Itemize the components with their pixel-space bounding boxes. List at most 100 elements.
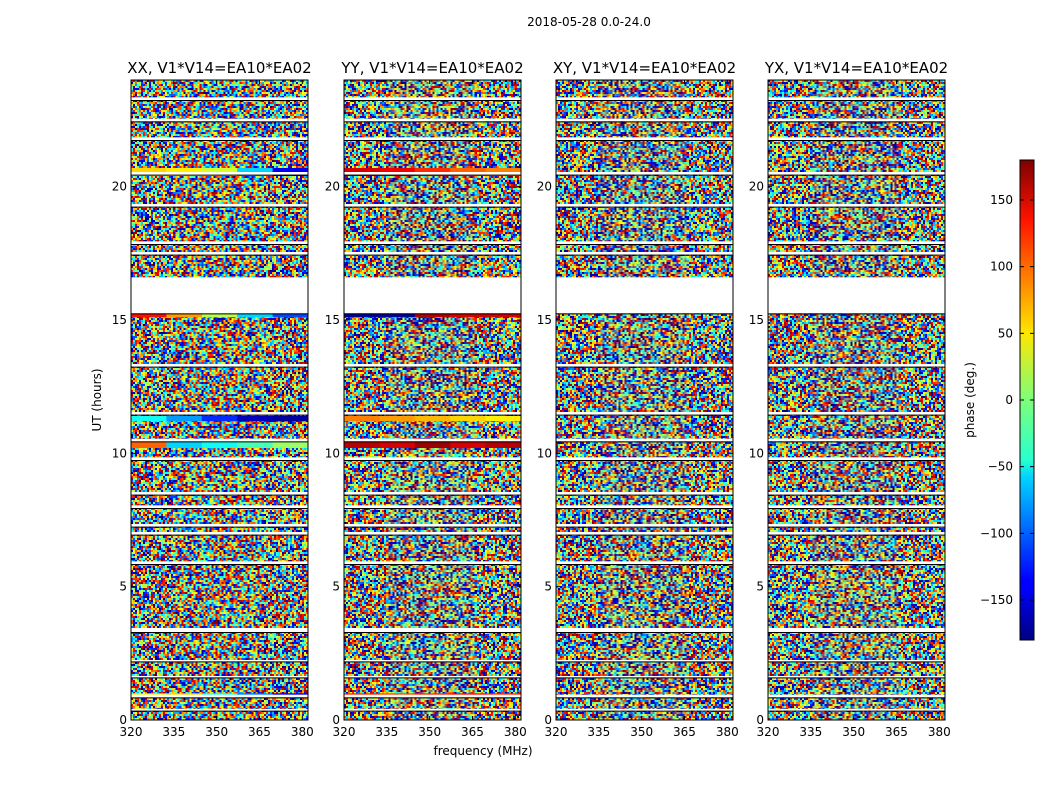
flagged-row: [768, 438, 945, 442]
panel-2: YY, V1*V14=EA10*EA02 320 335 350 365 380 0 5 10 1…: [325, 59, 527, 739]
y-tick-label: 20: [749, 180, 764, 194]
flagged-row: [344, 97, 521, 100]
flagged-row: [344, 438, 521, 442]
panel-title: XX, V1*V14=EA10*EA02: [127, 59, 311, 77]
y-tick-label: 5: [332, 580, 340, 594]
x-tick-label: 335: [375, 725, 398, 739]
flagged-row: [768, 241, 945, 244]
flagged-row: [556, 364, 733, 367]
flagged-row: [344, 118, 521, 122]
flagged-row: [131, 204, 308, 207]
flagged-row: [556, 628, 733, 632]
coherent-band-segment: [485, 416, 522, 422]
flagged-row: [556, 660, 733, 662]
x-tick-label: 350: [630, 725, 653, 739]
y-tick-label: 5: [119, 580, 127, 594]
colorbar-tick-label: 100: [990, 260, 1013, 274]
flagged-row: [556, 708, 733, 711]
flagged-row: [768, 492, 945, 495]
flagged-row: [131, 524, 308, 527]
x-tick-label: 380: [928, 725, 951, 739]
flagged-row: [556, 118, 733, 122]
phase-heatmap: [556, 80, 733, 720]
coherent-band-segment: [450, 416, 487, 422]
coherent-band-segment: [379, 440, 416, 448]
flagged-row: [556, 241, 733, 244]
y-tick-label: 15: [112, 313, 127, 327]
flagged-row: [556, 277, 733, 314]
x-tick-label: 320: [120, 725, 143, 739]
figure-suptitle: 2018-05-28 0.0-24.0: [527, 15, 651, 29]
panel-title: YX, V1*V14=EA10*EA02: [764, 59, 948, 77]
y-tick-label: 0: [756, 713, 764, 727]
y-tick-label: 15: [537, 313, 552, 327]
flagged-row: [768, 505, 945, 508]
coherent-band-segment: [237, 416, 274, 422]
coherent-band-segment: [131, 440, 167, 448]
coherent-band-segment: [201, 416, 238, 422]
flagged-row: [556, 676, 733, 678]
x-tick-label: 335: [162, 725, 185, 739]
y-tick-label: 10: [749, 446, 764, 460]
panel-title: XY, V1*V14=EA10*EA02: [553, 59, 736, 77]
flagged-row: [344, 172, 521, 175]
flagged-row: [344, 364, 521, 367]
flagged-row: [556, 694, 733, 698]
flagged-row: [768, 97, 945, 100]
coherent-band-segment: [414, 440, 451, 448]
flagged-row: [344, 628, 521, 632]
y-tick-label: 20: [325, 180, 340, 194]
coherent-band-segment: [379, 312, 416, 318]
panel-1: XX, V1*V14=EA10*EA02 320 335 350 365 380 0 5 10 1…: [112, 59, 314, 739]
coherent-band-segment: [201, 312, 238, 318]
flagged-row: [556, 438, 733, 442]
flagged-row: [344, 694, 521, 698]
panel-4: YX, V1*V14=EA10*EA02 320 335 350 365 380 0 5 10 1…: [749, 59, 951, 739]
flagged-row: [131, 252, 308, 255]
flagged-row: [344, 676, 521, 678]
y-tick-label: 10: [325, 446, 340, 460]
panel-3: XY, V1*V14=EA10*EA02 320 335 350 365 380 0 5 10 1…: [537, 59, 739, 739]
flagged-row: [556, 457, 733, 460]
x-tick-label: 365: [673, 725, 696, 739]
colorbar-tick-label: 50: [998, 326, 1013, 340]
coherent-band-segment: [272, 440, 309, 448]
x-tick-label: 350: [418, 725, 441, 739]
y-axis-label: UT (hours): [90, 368, 104, 431]
panel-frame: [767, 79, 946, 721]
flagged-row: [131, 708, 308, 711]
flagged-row: [131, 694, 308, 698]
flagged-row: [768, 412, 945, 415]
flagged-row: [344, 561, 521, 564]
x-tick-label: 320: [757, 725, 780, 739]
flagged-row: [131, 277, 308, 314]
coherent-band-segment: [237, 440, 274, 448]
flagged-row: [344, 252, 521, 255]
coherent-band-segment: [344, 440, 380, 448]
flagged-row: [131, 118, 308, 122]
flagged-row: [768, 118, 945, 122]
colorbar: 150 100 50 0 −50 −100 −150 phase (deg.): [963, 159, 1035, 641]
y-tick-label: 15: [325, 313, 340, 327]
panel-frame: [555, 79, 734, 721]
flagged-row: [768, 676, 945, 678]
colorbar-tick-label: 150: [990, 193, 1013, 207]
flagged-row: [344, 492, 521, 495]
flagged-row: [131, 97, 308, 100]
flagged-row: [556, 204, 733, 207]
x-tick-label: 365: [248, 725, 271, 739]
phase-heatmap: [768, 80, 945, 720]
flagged-row: [131, 492, 308, 495]
flagged-row: [768, 532, 945, 535]
phase-heatmap: [131, 80, 308, 720]
coherent-band-segment: [485, 312, 522, 318]
coherent-band-segment: [450, 312, 487, 318]
flagged-row: [556, 412, 733, 415]
flagged-row: [344, 204, 521, 207]
flagged-row: [768, 628, 945, 632]
x-tick-label: 350: [205, 725, 228, 739]
flagged-row: [556, 505, 733, 508]
colorbar-tick-label: −150: [980, 593, 1013, 607]
coherent-band-segment: [201, 440, 238, 448]
